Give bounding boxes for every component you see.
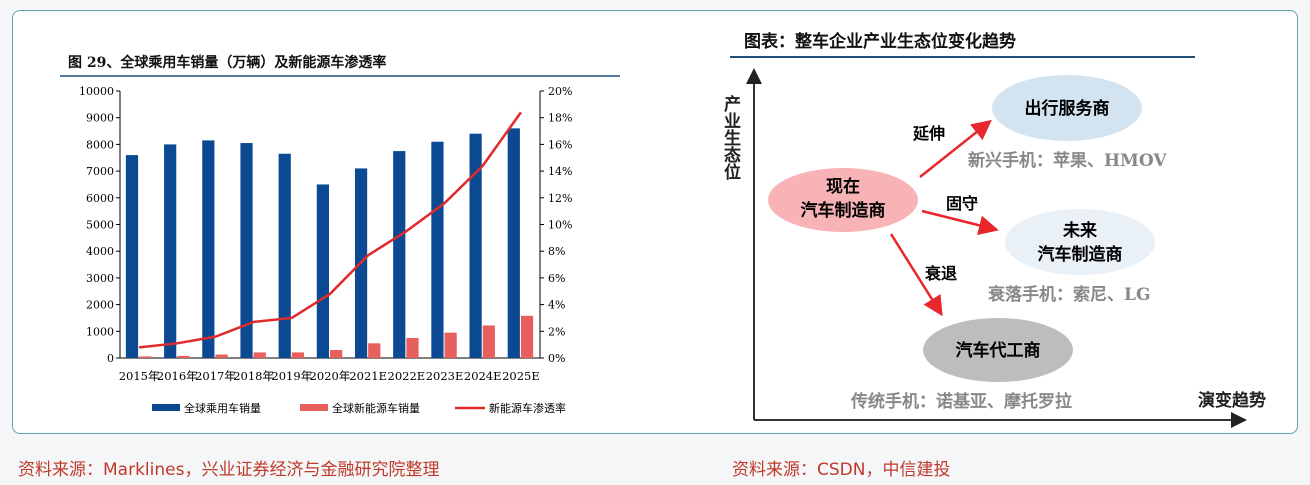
bar-nev-sales [253,352,266,358]
node-service [992,75,1142,141]
legend-swatch-nev-sales [300,404,328,411]
y2-tick-label: 10% [548,219,572,232]
bar-global-sales [507,128,520,358]
node-current-label: 现在 [826,176,860,197]
sales-chart: 图 29、全球乘用车销量（万辆）及新能源车渗透率 0 1000 2000 3000 40… [60,54,620,415]
note-service: 新兴手机：苹果、HMOV [968,150,1167,171]
left-source: 资料来源：Marklines，兴业证券经济与金融研究院整理 [18,460,440,480]
y-tick-label: 6000 [86,192,114,205]
bar-global-sales [393,151,406,358]
bar-global-sales [278,153,291,358]
x-tick-label: 2018年 [233,369,274,383]
bar-nev-sales [177,355,190,358]
y2-tick-label: 8% [548,245,565,258]
bar-global-sales [240,143,253,358]
y2-tick-label: 14% [548,165,572,178]
y-tick-label: 1000 [86,325,114,338]
y-tick-label: 9000 [86,112,114,125]
arrow-decline-label: 衰退 [924,264,957,283]
node-service-label: 出行服务商 [1025,98,1110,119]
y-tick-label: 2000 [86,299,114,312]
node-future-label: 未来 [1062,220,1098,241]
bar-global-sales [431,141,444,358]
x-tick-label: 2020年 [310,369,351,383]
y-tick-label: 4000 [86,245,114,258]
node-future-label: 汽车制造商 [1038,244,1123,265]
x-axis-label: 演变趋势 [1198,390,1266,411]
node-oem [923,318,1073,382]
node-future [1005,209,1155,275]
bar-nev-sales [330,349,343,358]
x-tick-label: 2019年 [271,369,312,383]
legend-label: 全球乘用车销量 [184,401,261,415]
y2-tick-label: 16% [548,138,572,151]
y2-tick-label: 20% [548,85,572,98]
bar-nev-sales [520,315,534,358]
legend-label: 新能源车渗透率 [489,401,566,415]
y-tick-label: 10000 [79,85,114,98]
bar-global-sales [164,144,177,358]
bar-nev-sales [482,325,495,358]
x-tick-label: 2015年 [119,369,160,383]
y2-tick-label: 0% [548,352,565,365]
y2-tick-label: 6% [548,272,565,285]
y2-tick-label: 2% [548,325,565,338]
y-tick-label: 5000 [86,219,114,232]
legend-label: 全球新能源车销量 [332,401,420,415]
y2-tick-label: 18% [548,112,572,125]
arrow-hold [921,209,999,236]
y-tick-label: 0 [107,352,114,365]
bar-global-sales [469,133,482,358]
arrow-extend [919,119,992,178]
x-tick-label: 2021E [349,369,387,383]
bar-global-sales [202,140,215,358]
x-tick-label: 2023E [426,369,464,383]
arrow-hold-label: 固守 [946,194,978,213]
bar-nev-sales [139,356,152,358]
bar-nev-sales [291,352,305,358]
x-tick-label: 2022E [388,369,426,383]
note-future: 衰落手机：索尼、LG [987,284,1150,305]
y-tick-label: 7000 [86,165,114,178]
bar-nev-sales [444,332,457,358]
note-oem: 传统手机：诺基亚、摩托罗拉 [850,391,1072,412]
x-tick-label: 2025E [502,369,540,383]
y-tick-label: 3000 [86,272,114,285]
arrow-decline [889,233,943,317]
x-tick-label: 2016年 [157,369,198,383]
node-current-label: 汽车制造商 [801,200,886,221]
bar-nev-sales [406,337,419,358]
bar-global-sales [316,184,329,358]
y-axis-label: 产业生态位 [720,94,741,181]
node-oem-label: 汽车代工商 [956,340,1041,361]
y2-tick-label: 12% [548,192,572,205]
ecosystem-diagram: 图表：整车企业产业生态位变化趋势 产业生态位 演变趋势 出行服务商 现在 汽车制… [720,31,1266,428]
legend-swatch-global-sales [152,404,180,411]
y2-tick-label: 4% [548,299,565,312]
arrow-extend-label: 延伸 [912,124,945,143]
y-tick-label: 8000 [86,138,114,151]
x-tick-label: 2024E [464,369,502,383]
bar-global-sales [125,155,139,358]
x-tick-label: 2017年 [195,369,236,383]
diagram-title: 图表：整车企业产业生态位变化趋势 [744,31,1016,52]
bar-nev-sales [368,343,381,358]
chart-title: 图 29、全球乘用车销量（万辆）及新能源车渗透率 [68,54,386,71]
right-source: 资料来源：CSDN，中信建投 [732,460,951,480]
node-current [768,168,918,232]
bar-nev-sales [215,354,228,358]
